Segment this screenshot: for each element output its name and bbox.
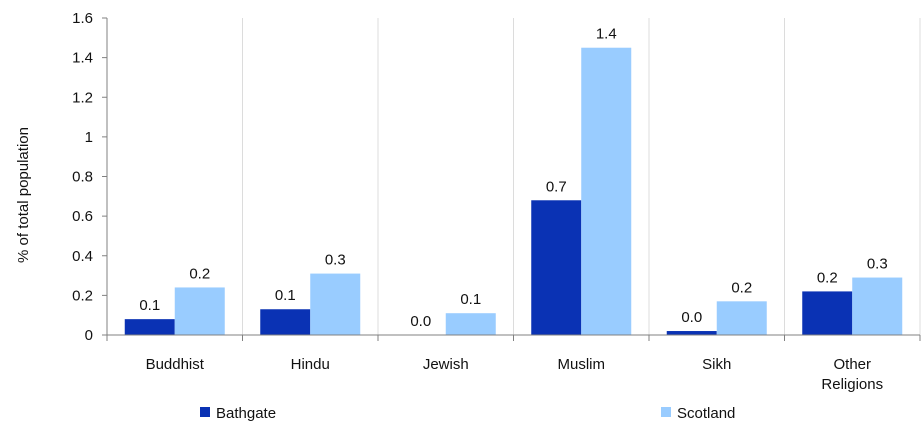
y-axis-title: % of total population [15,127,32,263]
bars [124,47,903,335]
data-label: 0.0 [681,309,702,326]
category-label: Jewish [423,356,469,373]
data-label: 0.2 [817,269,838,286]
data-label: 0.1 [275,287,296,304]
data-label: 1.4 [596,26,617,43]
data-label: 0.7 [546,178,567,195]
category-labels: Buddhist Hindu Jewish Muslim Sikh Other Religi… [146,356,884,393]
data-label: 0.1 [139,297,160,314]
bar-bathgate-muslim [531,200,582,335]
legend-swatch-bathgate [200,407,210,417]
axes [102,17,921,341]
category-label: Hindu [291,356,330,373]
data-label: 0.1 [460,291,481,308]
y-tick-label: 1.2 [72,89,93,106]
gridlines [242,18,921,335]
bar-scotland-sikh [716,301,767,335]
y-tick-labels: 0 0.2 0.4 0.6 0.8 1 1.2 1.4 1.6 [72,10,93,344]
bar-scotland-buddhist [174,287,225,335]
bar-scotland-jewish [445,313,496,335]
y-tick-label: 1.4 [72,50,93,67]
data-labels: 0.1 0.2 0.1 0.3 0.0 0.1 0.7 1.4 0.0 0.2 0.2 0.3 [139,26,887,330]
category-label: Buddhist [146,356,205,373]
bar-bathgate-hindu [260,309,311,335]
data-label: 0.0 [410,313,431,330]
legend-label-bathgate: Bathgate [216,405,276,422]
legend: Bathgate Scotland [200,405,735,422]
bar-scotland-muslim [581,47,632,335]
category-label: Sikh [702,356,731,373]
category-label: Other Religions [821,356,883,393]
bar-bathgate-other-religions [802,291,853,335]
bar-scotland-other-religions [852,277,903,335]
y-tick-label: 0.8 [72,169,93,186]
bar-bathgate-buddhist [124,319,175,335]
legend-label-scotland: Scotland [677,405,735,422]
data-label: 0.3 [325,252,346,269]
data-label: 0.2 [189,265,210,282]
y-tick-label: 0.2 [72,287,93,304]
y-tick-label: 0.4 [72,248,93,265]
bar-bathgate-sikh [666,331,717,335]
y-tick-label: 0 [85,327,93,344]
y-tick-label: 1.6 [72,10,93,27]
bar-scotland-hindu [310,273,361,335]
category-label: Muslim [558,356,606,373]
y-tick-label: 0.6 [72,208,93,225]
data-label: 0.3 [867,256,888,273]
data-label: 0.2 [731,279,752,296]
legend-swatch-scotland [661,407,671,417]
y-tick-label: 1 [85,129,93,146]
